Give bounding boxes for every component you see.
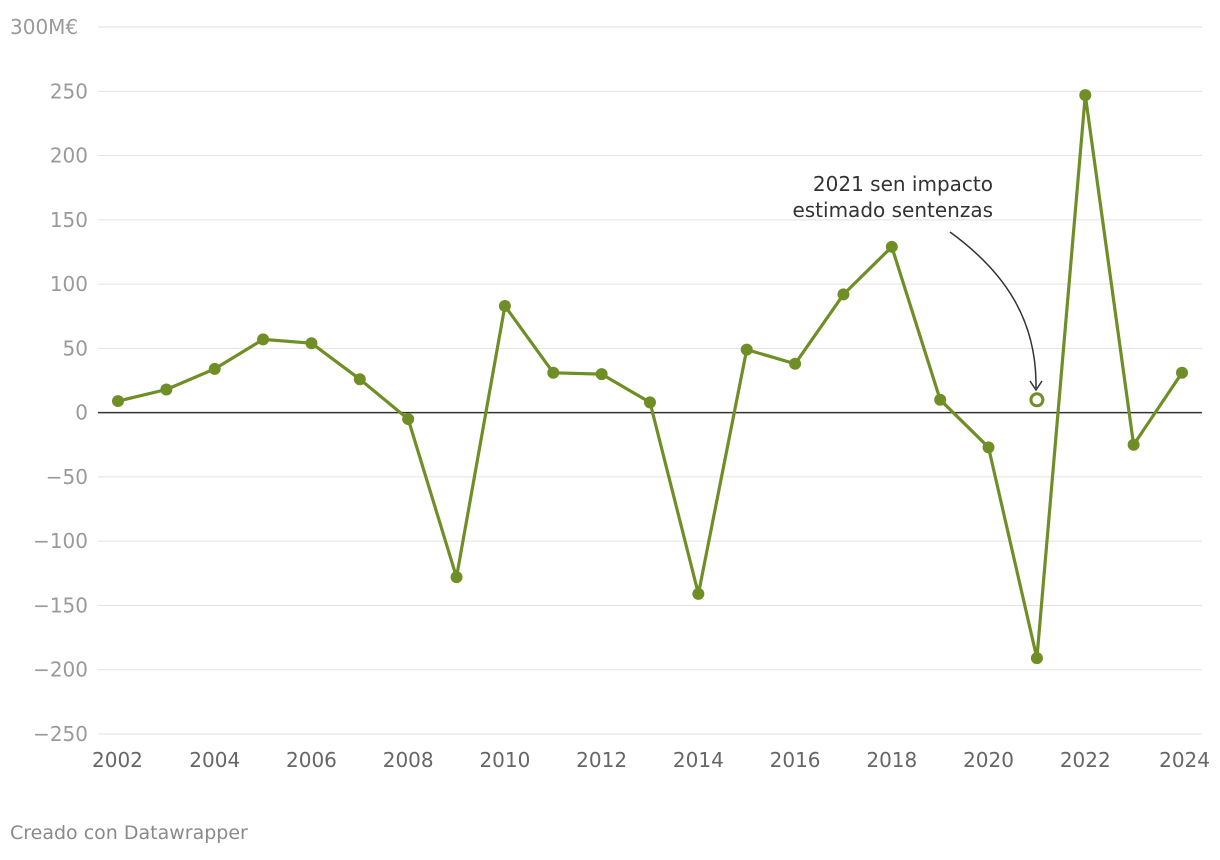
data-point — [1030, 652, 1043, 665]
data-point — [595, 368, 608, 381]
data-point — [982, 441, 995, 454]
x-tick-label: 2016 — [770, 748, 821, 772]
data-point — [160, 383, 173, 396]
data-point — [257, 333, 270, 346]
x-tick-label: 2004 — [189, 748, 240, 772]
y-tick-label: −50 — [46, 465, 88, 489]
x-axis-ticks: 2002 2004 2006 2008 2010 2012 2014 2016 2018 2020… — [92, 748, 1210, 772]
y-tick-label: 250 — [50, 79, 88, 103]
y-tick-label: 100 — [50, 272, 88, 296]
chart: 300M€250200150100500−50−100−150−200−250 … — [10, 15, 1210, 772]
data-point — [353, 373, 366, 386]
y-tick-label: −200 — [33, 658, 88, 682]
y-tick-label: 0 — [75, 401, 88, 425]
y-tick-label: 300M€ — [10, 15, 78, 39]
data-point — [305, 337, 318, 350]
data-point — [885, 240, 898, 253]
data-point — [402, 413, 415, 426]
data-point — [208, 362, 221, 375]
x-tick-label: 2006 — [286, 748, 337, 772]
data-point — [450, 571, 463, 584]
y-tick-label: −150 — [33, 593, 88, 617]
x-tick-label: 2018 — [866, 748, 917, 772]
x-tick-label: 2014 — [673, 748, 724, 772]
x-tick-label: 2012 — [576, 748, 627, 772]
annotation-arrowhead — [1029, 380, 1043, 392]
data-point — [547, 366, 560, 379]
grid-lines — [98, 26, 1202, 735]
annotation-line-2: estimado sentenzas — [792, 198, 993, 222]
y-tick-label: 200 — [50, 144, 88, 168]
y-tick-label: −250 — [33, 722, 88, 746]
annotation-arrow — [949, 231, 1037, 389]
x-tick-label: 2008 — [383, 748, 434, 772]
y-tick-label: −100 — [33, 529, 88, 553]
x-tick-label: 2002 — [92, 748, 143, 772]
data-point — [112, 395, 124, 408]
x-tick-label: 2024 — [1159, 748, 1210, 772]
annotation-point — [1029, 392, 1045, 408]
data-point — [498, 299, 511, 312]
data-point — [692, 587, 705, 600]
x-tick-label: 2020 — [963, 748, 1014, 772]
footer-credit: Creado con Datawrapper — [10, 822, 248, 844]
data-point — [740, 343, 753, 356]
annotation: 2021 sen impacto estimado sentenzas — [792, 172, 1043, 392]
data-point — [1176, 366, 1188, 379]
data-point — [934, 393, 947, 406]
y-tick-label: 50 — [63, 336, 88, 360]
annotation-line-1: 2021 sen impacto — [813, 172, 993, 196]
data-point — [644, 396, 656, 409]
y-tick-label: 150 — [50, 208, 88, 232]
series-line — [117, 93, 1184, 660]
y-axis-ticks: 300M€ 250 200 150 100 50 0 −50 −100 −150 −200 −250 — [10, 15, 88, 746]
x-tick-label: 2010 — [479, 748, 530, 772]
data-point — [1127, 438, 1140, 451]
data-points — [112, 89, 1188, 665]
data-point — [1079, 89, 1092, 102]
data-point — [837, 288, 850, 301]
x-tick-label: 2022 — [1060, 748, 1111, 772]
data-point — [789, 357, 802, 370]
